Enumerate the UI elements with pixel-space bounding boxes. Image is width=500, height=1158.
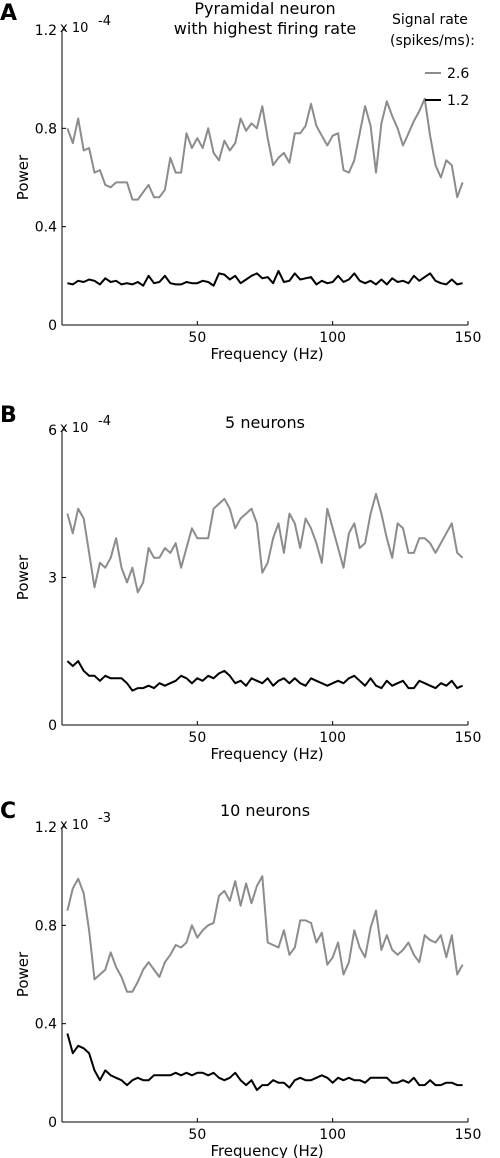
chart-title: 5 neurons xyxy=(225,413,305,432)
y-axis-label: Power xyxy=(14,951,32,997)
y-tick-label: 0.4 xyxy=(35,1017,57,1033)
x-tick-label: 50 xyxy=(188,730,206,746)
x-tick-label: 150 xyxy=(455,330,482,346)
y-tick-label: 0.8 xyxy=(35,121,57,137)
y-tick-label: 3 xyxy=(48,571,57,587)
chart-title: 10 neurons xyxy=(220,801,310,820)
y-exponent-label: x 10 xyxy=(60,21,88,36)
y-tick-label: 1.2 xyxy=(35,23,57,39)
y-tick-label: 0.8 xyxy=(35,918,57,934)
x-axis-label: Frequency (Hz) xyxy=(210,345,323,363)
x-tick-label: 150 xyxy=(455,730,482,746)
y-exponent-power: -4 xyxy=(98,414,111,429)
y-axis-label: Power xyxy=(14,154,32,200)
y-tick-label: 0.4 xyxy=(35,220,57,236)
x-tick-label: 100 xyxy=(319,330,346,346)
panel-letter: C xyxy=(0,799,16,824)
panel-c: C 10 neurons x 10 -3 0 0.4 0.8 1.2 50 100 150 Frequ… xyxy=(0,799,481,1158)
x-axis-label: Frequency (Hz) xyxy=(210,1142,323,1158)
legend-subtitle: (spikes/ms): xyxy=(390,33,475,49)
legend-label: 1.2 xyxy=(447,93,469,109)
x-tick-label: 50 xyxy=(188,1127,206,1143)
y-tick-label: 0 xyxy=(48,718,57,734)
x-tick-label: 100 xyxy=(319,1127,346,1143)
x-tick-label: 150 xyxy=(455,1127,482,1143)
y-axis-label: Power xyxy=(14,554,32,600)
series-line-2.6 xyxy=(66,97,464,201)
x-tick-label: 100 xyxy=(319,730,346,746)
series-line-1.2 xyxy=(66,1033,463,1091)
legend-label: 2.6 xyxy=(447,66,469,82)
series-line-1.2 xyxy=(66,660,464,692)
y-exponent-power: -3 xyxy=(98,811,111,826)
y-exponent-label: x 10 xyxy=(60,818,88,833)
y-tick-label: 1.2 xyxy=(35,820,57,836)
panel-b: B 5 neurons x 10 -4 0 3 6 50 100 150 Frequency (Hz… xyxy=(0,403,481,763)
y-tick-label: 0 xyxy=(48,1115,57,1131)
series-line-2.6 xyxy=(66,875,464,993)
panel-letter: A xyxy=(0,1,17,26)
series-line-1.2 xyxy=(67,269,463,287)
y-tick-label: 0 xyxy=(48,318,57,334)
legend-title: Signal rate xyxy=(392,12,468,28)
series-line-2.6 xyxy=(66,492,464,594)
x-axis-label: Frequency (Hz) xyxy=(210,745,323,763)
y-exponent-label: x 10 xyxy=(60,421,88,436)
legend: Signal rate (spikes/ms): 2.6 1.2 xyxy=(390,12,475,109)
panel-letter: B xyxy=(0,403,17,428)
y-tick-label: 6 xyxy=(48,423,57,439)
chart-title: Pyramidal neuron xyxy=(194,0,335,18)
y-exponent-power: -4 xyxy=(98,14,111,29)
x-tick-label: 50 xyxy=(188,330,206,346)
chart-title: with highest firing rate xyxy=(174,19,356,38)
